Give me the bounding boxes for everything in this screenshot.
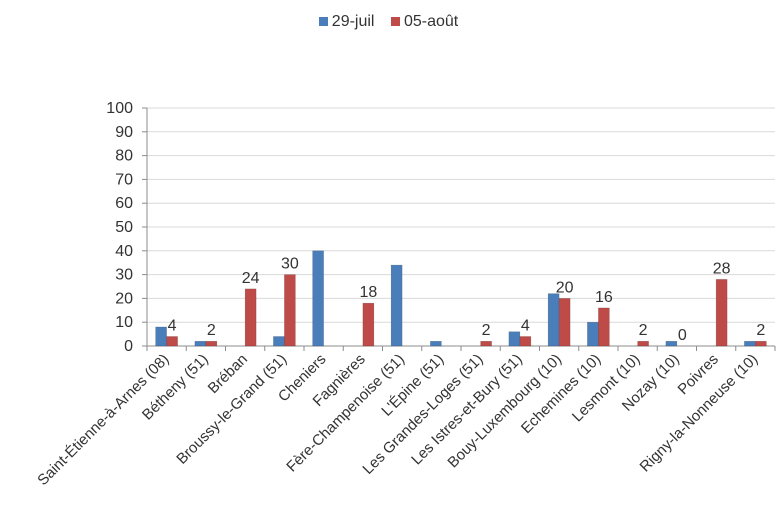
y-tick-label: 100: [106, 100, 133, 117]
bar-series-2: [205, 340, 218, 347]
bar-series-1: [744, 340, 756, 347]
legend-item-series-1: 29-juil: [318, 13, 375, 31]
bar-series-1: [273, 336, 285, 347]
y-tick-label: 10: [115, 314, 133, 331]
y-tick-label: 90: [115, 124, 133, 141]
bar-series-2: [362, 302, 375, 347]
data-label-series-2: 2: [207, 322, 216, 339]
legend-item-series-2: 05-août: [390, 13, 459, 31]
data-label-series-2: 0: [678, 327, 687, 344]
y-tick-label: 50: [115, 219, 133, 236]
legend: 29-juil 05-août: [0, 13, 777, 31]
bar-series-1: [587, 321, 599, 347]
y-tick-label: 20: [115, 290, 133, 307]
y-tick-label: 40: [115, 243, 133, 260]
data-label-series-2: 28: [713, 260, 731, 277]
data-label-series-2: 20: [556, 279, 574, 296]
bar-series-2: [755, 340, 767, 347]
data-label-series-2: 2: [482, 322, 491, 339]
legend-label-series-2: 05-août: [403, 13, 459, 30]
bar-series-2: [244, 288, 257, 347]
data-label-series-2: 4: [521, 317, 530, 334]
data-label-series-2: 16: [595, 289, 613, 306]
data-label-series-2: 2: [756, 322, 765, 339]
y-tick-label: 70: [115, 171, 133, 188]
bar-series-2: [637, 340, 649, 347]
y-tick-label: 80: [115, 148, 133, 165]
bar-series-1: [312, 250, 324, 347]
data-label-series-2: 18: [359, 284, 377, 301]
bar-series-2: [715, 279, 728, 347]
bar-series-2: [166, 336, 178, 347]
y-tick-label: 30: [115, 267, 133, 284]
legend-swatch-series-2: [390, 17, 400, 26]
data-label-series-2: 2: [639, 322, 648, 339]
y-tick-label: 60: [115, 195, 133, 212]
data-label-series-2: 4: [168, 317, 177, 334]
legend-label-series-1: 29-juil: [331, 13, 375, 30]
bar-series-1: [665, 340, 678, 347]
bar-series-1: [194, 340, 207, 347]
y-tick-label: 0: [124, 338, 133, 355]
bar-series-1: [430, 340, 442, 347]
bar-series-2: [480, 340, 492, 347]
bar-series-1: [547, 293, 560, 347]
bar-series-2: [558, 298, 571, 347]
bar-series-1: [508, 331, 521, 347]
bar-series-2: [284, 274, 296, 347]
bar-series-1: [155, 326, 167, 347]
bar-series-2: [598, 307, 610, 347]
bar-series-2: [519, 336, 532, 347]
data-label-series-2: 30: [281, 256, 299, 273]
bar-series-1: [390, 264, 403, 347]
data-label-series-2: 24: [242, 270, 260, 287]
legend-swatch-series-1: [318, 17, 328, 26]
